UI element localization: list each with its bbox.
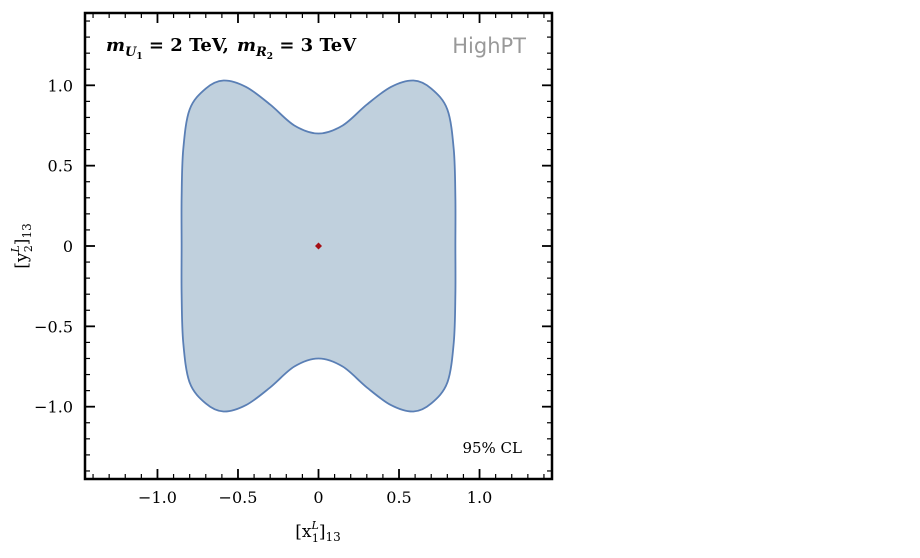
point-layer [315,242,322,250]
title-m2-subsub: 2 [267,52,273,62]
y-tick-label: 0 [63,237,73,256]
confidence-level-annotation: 95% CL [462,439,522,457]
chart-title: mU1 = 2 TeV, mR2 = 3 TeV [106,35,357,62]
ylabel-sup: L [9,245,22,253]
xlabel-sup: L [311,519,319,532]
title-m1-value: = 2 TeV, [143,35,229,56]
x-tick-label: −0.5 [219,488,258,507]
plot-frame [83,11,554,481]
x-tick-label: 0 [313,488,323,507]
xlabel-tail: ] [319,522,326,542]
x-axis-label: [xL 1]13 [295,519,340,545]
y-tick-label: −1.0 [34,398,73,417]
watermark-highpt: HighPT [452,34,526,58]
y-axis-label: [yL2]13 [9,223,35,268]
x-tick-label: −1.0 [138,488,177,507]
title-m2-sub: R [255,45,267,60]
y-tick-label: 1.0 [48,76,73,95]
ylabel-base: [y [12,252,32,269]
title-m1-sub: U [125,45,137,60]
x-tick-label: 1.0 [467,488,492,507]
x-tick-label: 0.5 [386,488,411,507]
ylabel-tail: ] [12,239,32,246]
tick-labels: −1.0 −0.5 0 0.5 1.0 1.0 0.5 0 −0.5 −1.0 [34,76,492,507]
ylabel-sub: 2 [22,245,35,252]
ylabel-tail-sub: 13 [20,223,34,238]
xlabel-base: [x [295,522,312,542]
xlabel-sub: 1 [312,532,319,545]
y-tick-label: −0.5 [34,317,73,336]
title-m2-value: = 3 TeV [273,35,357,56]
y-tick-label: 0.5 [48,157,73,176]
title-m1-subsub: 1 [136,52,142,62]
xlabel-tail-sub: 13 [325,530,340,544]
title-m1: m [106,35,125,56]
best-fit-point [315,242,322,250]
title-m2: m [237,35,256,56]
